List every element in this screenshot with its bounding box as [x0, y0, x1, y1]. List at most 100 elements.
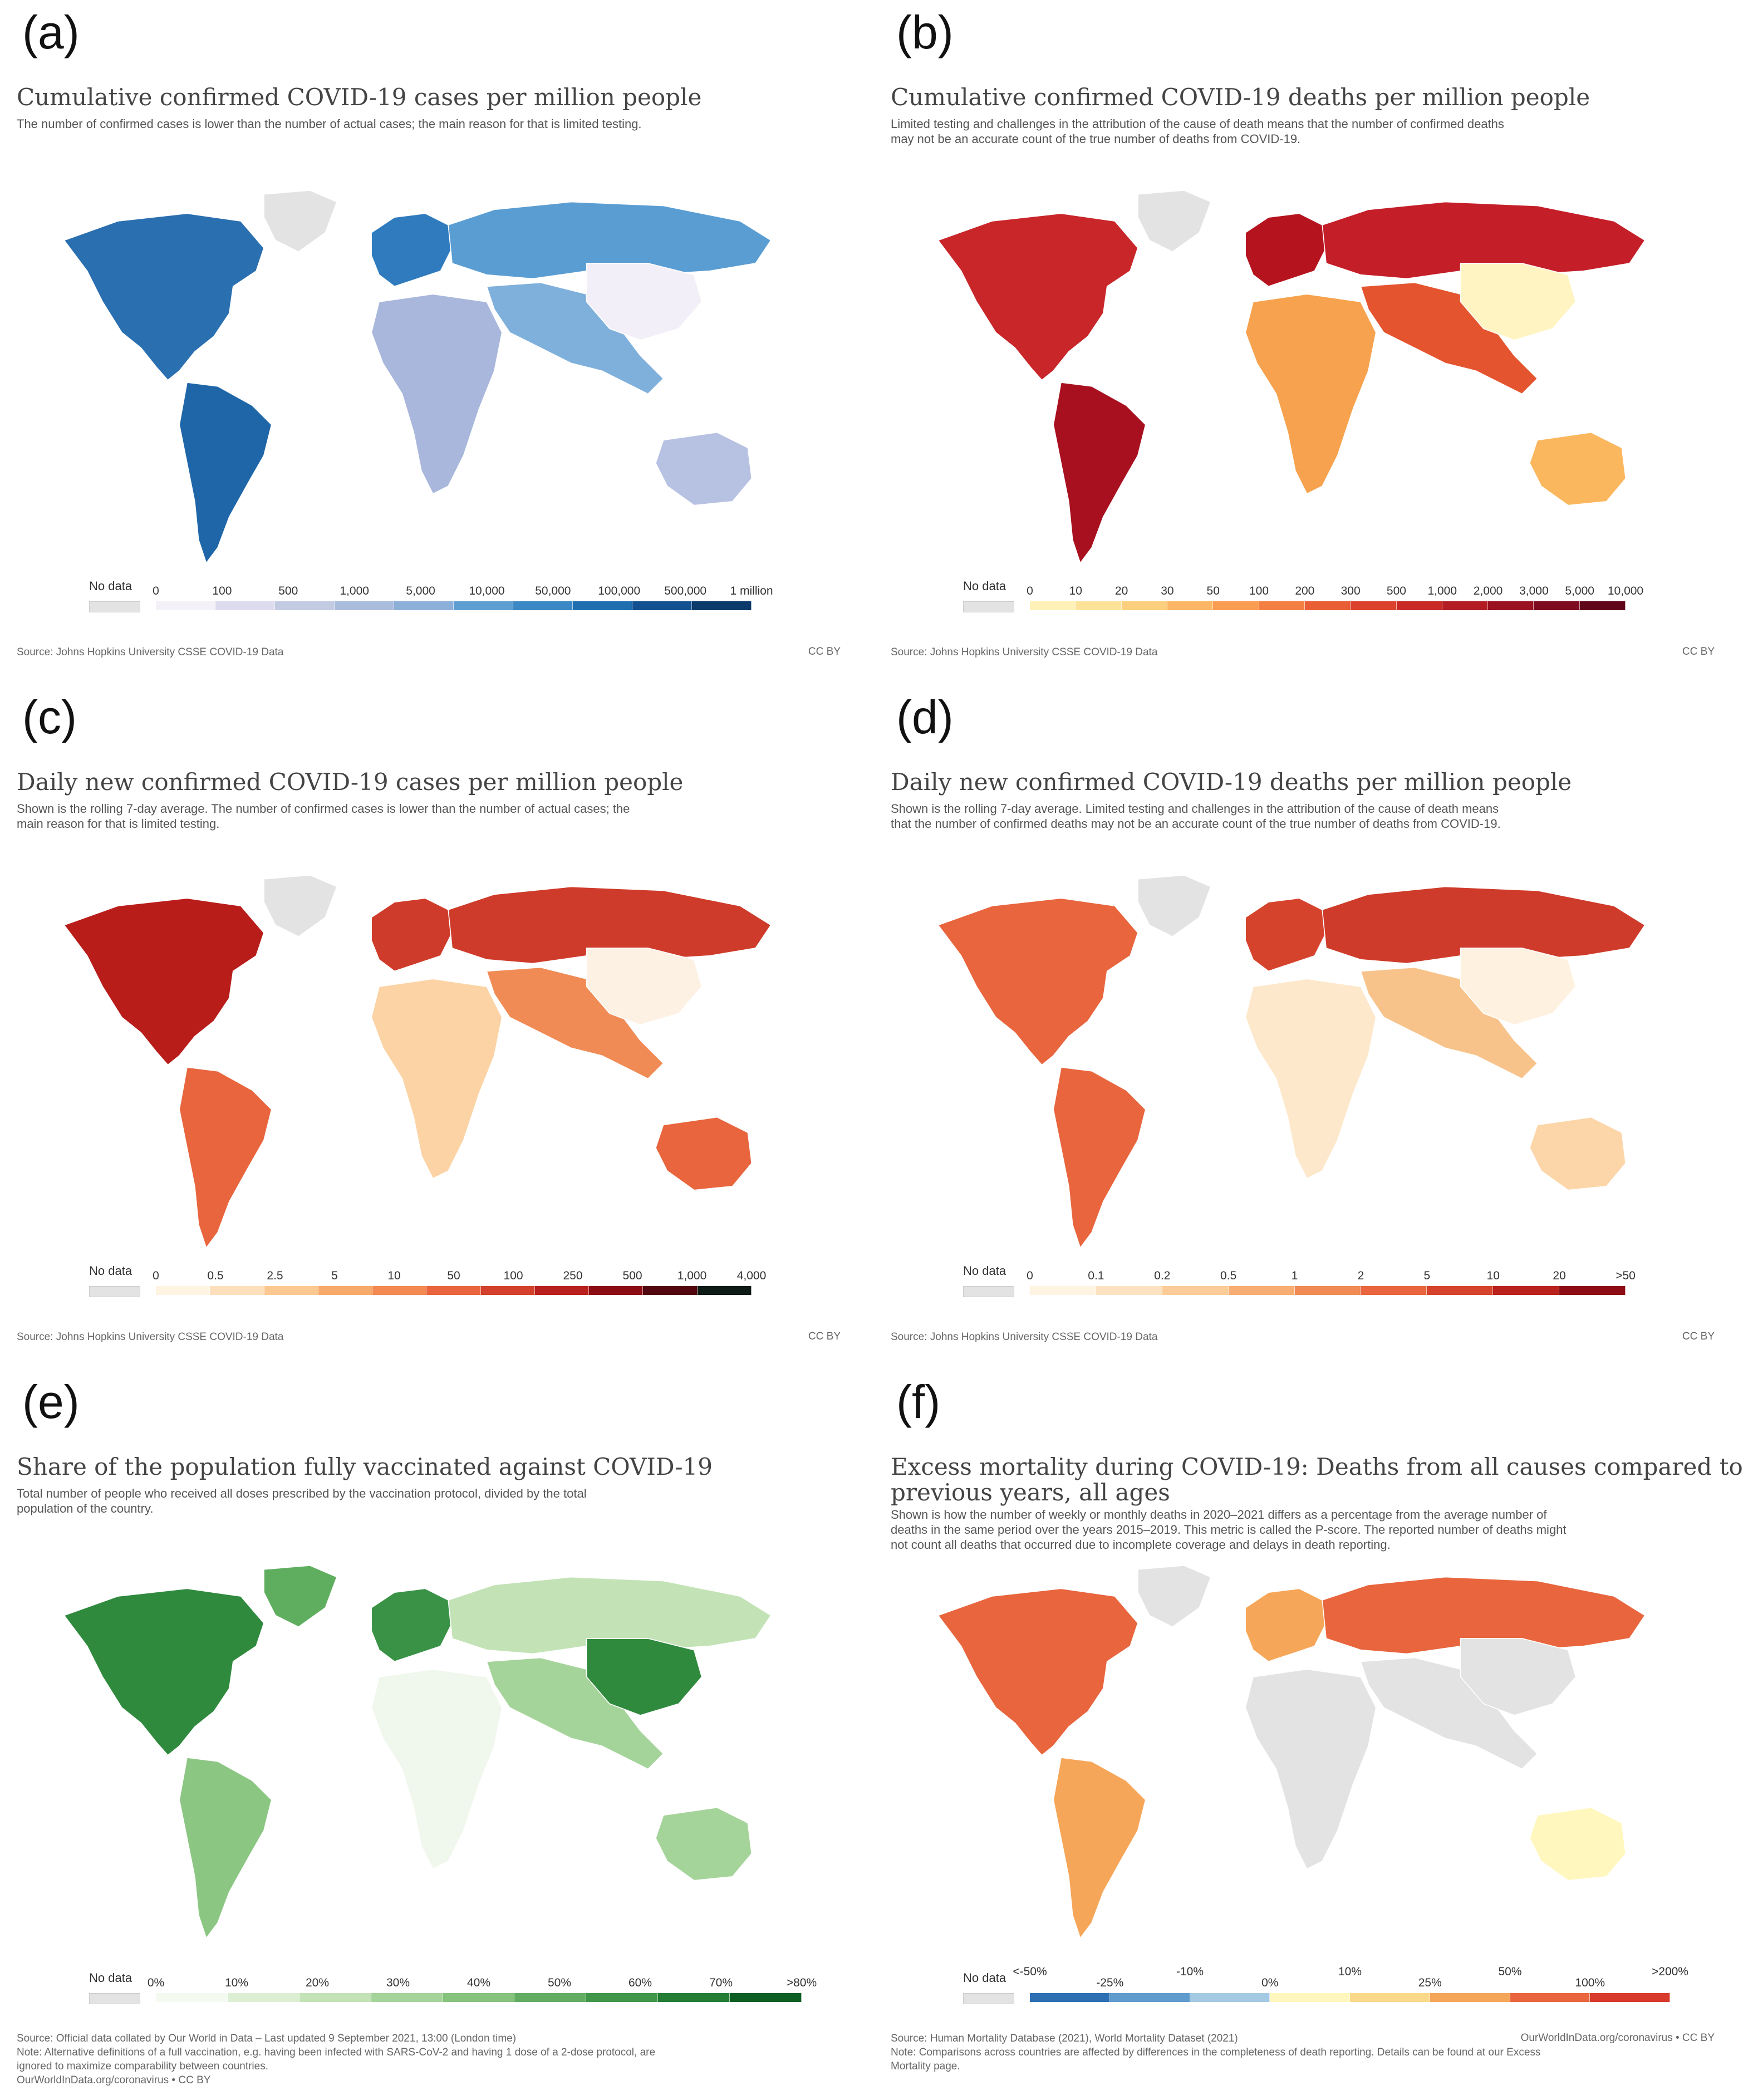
panel-e: (e) Share of the population fully vaccina…	[0, 1370, 874, 2100]
world-map	[63, 190, 772, 564]
panel-d: (d) Daily new confirmed COVID-19 deaths p…	[874, 685, 1748, 1370]
legend-tick-label: 100	[503, 1269, 523, 1282]
map-title: Daily new confirmed COVID-19 cases per m…	[17, 768, 684, 796]
legend-tick-label: 25%	[1418, 1976, 1442, 1989]
panel-letter: (c)	[22, 691, 77, 743]
legend-swatch	[443, 1993, 515, 2002]
legend-tick-label: 250	[563, 1269, 583, 1282]
legend-swatch	[156, 1993, 228, 2002]
map-subtitle: Shown is how the number of weekly or mon…	[891, 1508, 1547, 1522]
legend-tick-label: 0	[1027, 585, 1033, 597]
region-russia	[1322, 1576, 1646, 1655]
legend-tick-label: >50	[1616, 1269, 1636, 1282]
legend-no-data-swatch	[963, 1286, 1014, 1297]
map-title: Cumulative confirmed COVID-19 cases per …	[17, 84, 702, 111]
legend-swatch	[156, 601, 215, 610]
legend-swatch	[1121, 601, 1167, 610]
legend-tick-label: 20	[1553, 1269, 1566, 1282]
legend-tick-label: 10%	[224, 1976, 249, 1989]
legend-swatch	[730, 1993, 802, 2002]
panel-f: (f) Excess mortality during COVID-19: Dea…	[874, 1370, 1748, 2100]
region-russia	[1322, 201, 1646, 279]
license-label: CC BY	[808, 1331, 841, 1342]
legend-swatch	[573, 601, 632, 610]
legend-swatch	[589, 1286, 644, 1295]
legend-color-bar	[1030, 1286, 1626, 1295]
license-label: OurWorldInData.org/coronavirus • CC BY	[1520, 2032, 1715, 2044]
panel-letter: (a)	[22, 6, 80, 58]
legend-tick-label: >200%	[1652, 1965, 1688, 1978]
source-note: Source: Human Mortality Database (2021),…	[891, 2033, 1238, 2044]
legend-tick-label: <-50%	[1013, 1965, 1047, 1978]
legend-tick-label: 1,000	[677, 1269, 707, 1282]
region-south-america	[179, 381, 272, 564]
region-oceania	[655, 1116, 753, 1191]
legend-swatch	[1396, 601, 1442, 610]
region-china	[1460, 1638, 1577, 1716]
legend-swatch	[1076, 601, 1122, 610]
map-title: Daily new confirmed COVID-19 deaths per …	[891, 768, 1572, 796]
region-south-america	[1053, 1756, 1146, 1939]
legend-tick-label: 5	[1423, 1269, 1431, 1282]
legend-swatch	[1096, 1286, 1162, 1295]
world-map	[937, 190, 1646, 564]
legend-tick-label: 100%	[1575, 1976, 1605, 1989]
legend-swatch	[1361, 1286, 1427, 1295]
source-note: Source: Official data collated by Our Wo…	[17, 2033, 517, 2044]
legend-tick-label: 50%	[1498, 1965, 1522, 1978]
legend-tick-label: 1	[1291, 1269, 1298, 1282]
legend-swatch	[1534, 601, 1580, 610]
legend-tick-label: 10	[1486, 1269, 1500, 1282]
source-note: Source: Johns Hopkins University CSSE CO…	[891, 1331, 1158, 1343]
legend-tick-label: 60%	[628, 1976, 652, 1989]
region-north-america	[937, 1588, 1138, 1756]
legend-swatch	[372, 1286, 427, 1295]
legend-swatch	[1190, 1993, 1270, 2002]
legend-no-data-label: No data	[963, 579, 1006, 593]
panel-letter: (d)	[896, 691, 954, 743]
region-africa	[371, 1669, 503, 1870]
legend-color-bar	[1030, 1993, 1670, 2002]
legend-tick-label: 500	[278, 585, 298, 597]
region-russia	[1322, 886, 1646, 964]
region-north-america	[63, 1588, 264, 1756]
region-russia	[448, 1576, 772, 1655]
legend-tick-label: 300	[1341, 585, 1361, 597]
legend-swatch	[371, 1993, 443, 2002]
legend-swatch	[1304, 601, 1351, 610]
region-north-america	[63, 897, 264, 1066]
region-china	[1460, 948, 1577, 1026]
world-map	[937, 875, 1646, 1249]
region-oceania	[655, 431, 753, 506]
legend-swatch	[1510, 1993, 1590, 2002]
legend-tick-label: 50,000	[535, 585, 571, 597]
legend-swatch	[1167, 601, 1214, 610]
map-title: Cumulative confirmed COVID-19 deaths per…	[891, 84, 1590, 111]
legend-tick-label: 70%	[709, 1976, 733, 1989]
legend-swatch	[335, 601, 394, 610]
region-africa	[371, 978, 503, 1180]
world-map	[937, 1565, 1646, 1939]
legend-color-bar	[156, 1993, 802, 2002]
region-north-america	[937, 897, 1138, 1066]
legend-swatch	[1294, 1286, 1361, 1295]
legend-tick-label: 0.1	[1088, 1269, 1104, 1282]
legend-tick-label: 0	[153, 585, 159, 597]
legend-tick-label: 0	[1027, 1269, 1033, 1282]
region-africa	[1245, 1669, 1377, 1870]
region-china	[1460, 263, 1577, 341]
legend-swatch	[1351, 601, 1397, 610]
map-subtitle: may not be an accurate count of the true…	[891, 132, 1301, 146]
legend-no-data-swatch	[89, 1286, 140, 1297]
panel-letter: (f)	[896, 1376, 941, 1428]
legend-tick-label: 5,000	[406, 585, 435, 597]
region-europe	[371, 897, 453, 972]
region-oceania	[655, 1807, 753, 1881]
legend-tick-label: 5	[331, 1269, 338, 1282]
legend-tick-label: 2	[1357, 1269, 1364, 1282]
legend-tick-label: 0%	[1261, 1976, 1279, 1989]
legend-tick-label: 10,000	[1607, 585, 1644, 597]
legend-swatch	[1579, 601, 1626, 610]
legend-tick-label: 3,000	[1519, 585, 1549, 597]
legend-no-data-label: No data	[89, 1264, 132, 1278]
